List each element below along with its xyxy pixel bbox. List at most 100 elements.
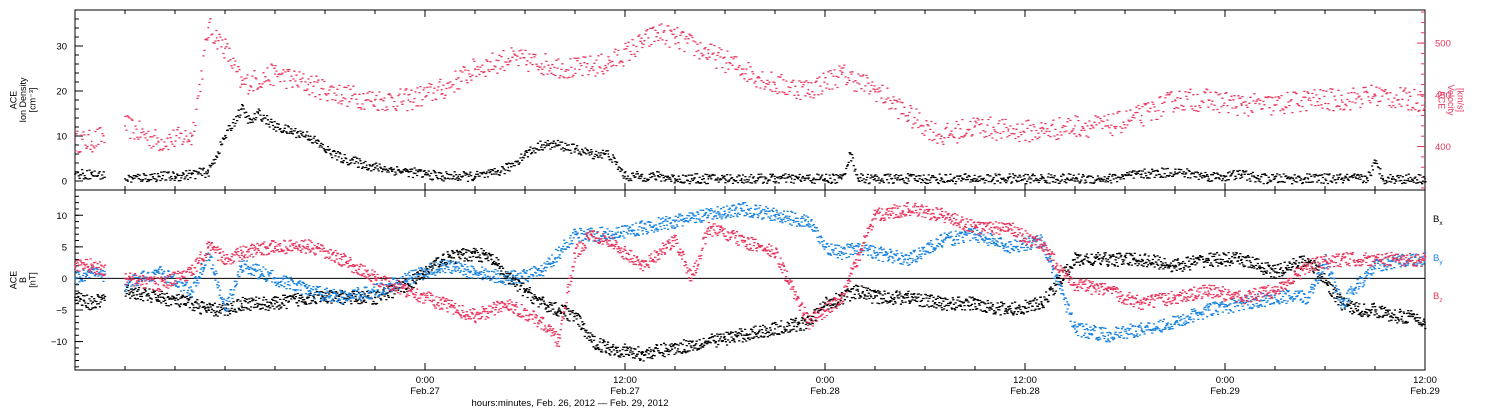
bz-point (240, 252, 243, 255)
velocity-point (1040, 130, 1043, 132)
bz-point (440, 302, 443, 305)
density-point (724, 177, 726, 180)
bz-point (190, 271, 193, 273)
velocity-point (207, 26, 210, 29)
density-point (1207, 175, 1210, 178)
panel-frame (74, 189, 1426, 371)
bz-point (224, 258, 226, 261)
velocity-point (1340, 99, 1343, 101)
bz-trace (74, 201, 1427, 347)
bx-point (874, 296, 876, 299)
velocity-trace (74, 18, 1426, 154)
x-tick-label: 12:00 (1013, 375, 1037, 386)
y-tick-label: 10 (56, 132, 67, 143)
by-point (1240, 302, 1243, 305)
density-point (90, 173, 93, 176)
density-point (790, 177, 793, 180)
x-axis-label: hours:minutes, Feb. 26, 2012 — Feb. 29, … (472, 398, 669, 409)
velocity-point (124, 125, 126, 127)
velocity-point (1074, 125, 1076, 127)
velocity-point (307, 83, 310, 86)
bz-point (740, 239, 743, 242)
y-tick-label: 400 (1435, 142, 1451, 153)
bz-point (274, 245, 276, 248)
density-point (1407, 177, 1410, 180)
velocity-point (507, 57, 510, 60)
density-point (590, 153, 593, 155)
series-density (74, 103, 1427, 185)
x-tick-date: Feb.27 (610, 386, 640, 397)
x-tick-label: 12:00 (613, 375, 637, 386)
y-tick-label: −5 (56, 306, 67, 317)
density-point (640, 175, 643, 178)
left-axis-title: ACE B [nT] (9, 271, 38, 290)
velocity-point (907, 114, 910, 117)
velocity-point (1140, 114, 1143, 117)
bx-point (740, 334, 743, 337)
bx-point (240, 302, 243, 305)
by-point (674, 220, 676, 223)
density-point (507, 166, 510, 169)
density-point (740, 177, 743, 180)
velocity-point (1107, 125, 1110, 127)
velocity-point (1424, 99, 1426, 101)
density-point (1074, 177, 1076, 180)
velocity-point (1407, 99, 1410, 101)
density-point (674, 177, 676, 180)
bz-point (1007, 227, 1010, 229)
axis-title-line: [cm⁻³] (28, 88, 38, 113)
legend-by: By (1433, 253, 1443, 266)
density-point (124, 177, 126, 180)
x-tick-date: Feb.28 (810, 386, 840, 397)
velocity-point (240, 83, 243, 86)
density-point (607, 153, 610, 155)
density-point (524, 153, 526, 155)
bx-point (974, 302, 976, 305)
by-point (1374, 264, 1376, 267)
density-point (457, 175, 460, 178)
x-tick-label: 12:00 (1413, 375, 1437, 386)
x-tick-date: Feb.29 (1410, 386, 1440, 397)
axis-title-line: ACE (1437, 91, 1447, 110)
bz-point (840, 296, 843, 299)
bx-point (674, 347, 676, 349)
y-tick-label: −10 (51, 337, 67, 348)
velocity-point (774, 83, 776, 86)
x-tick-label: 0:00 (816, 375, 835, 386)
bz-point (1174, 296, 1176, 299)
left-axis-title: ACE Ion Density [cm⁻³] (9, 77, 38, 123)
by-point (1007, 245, 1010, 248)
density-point (207, 171, 210, 173)
density-point (490, 173, 493, 176)
velocity-point (1307, 99, 1310, 101)
density-point (1424, 177, 1426, 180)
density-trace (74, 103, 1427, 185)
x-tick-date: Feb.27 (410, 386, 440, 397)
density-point (357, 162, 360, 164)
velocity-point (740, 68, 743, 70)
y-tick-label: 450 (1435, 90, 1451, 101)
by-point (124, 283, 126, 286)
velocity-point (807, 88, 810, 91)
velocity-point (640, 42, 643, 44)
x-tick-date: Feb.29 (1210, 386, 1240, 397)
density-point (307, 135, 310, 137)
bz-point (1374, 258, 1376, 261)
y-tick-label: 20 (56, 87, 67, 98)
bz-point (940, 214, 943, 217)
velocity-point (707, 52, 710, 55)
velocity-point (540, 62, 543, 65)
x-tick-label: 0:00 (1216, 375, 1235, 386)
by-point (640, 227, 643, 229)
velocity-point (840, 73, 843, 75)
density-point (1357, 177, 1360, 180)
bz-point (207, 245, 210, 248)
bx-point (940, 302, 943, 305)
velocity-point (74, 140, 76, 143)
velocity-point (1240, 104, 1243, 107)
y-tick-label: 30 (56, 42, 67, 53)
by-trace (74, 202, 1427, 343)
velocity-point (340, 93, 343, 96)
bz-point (157, 283, 160, 286)
